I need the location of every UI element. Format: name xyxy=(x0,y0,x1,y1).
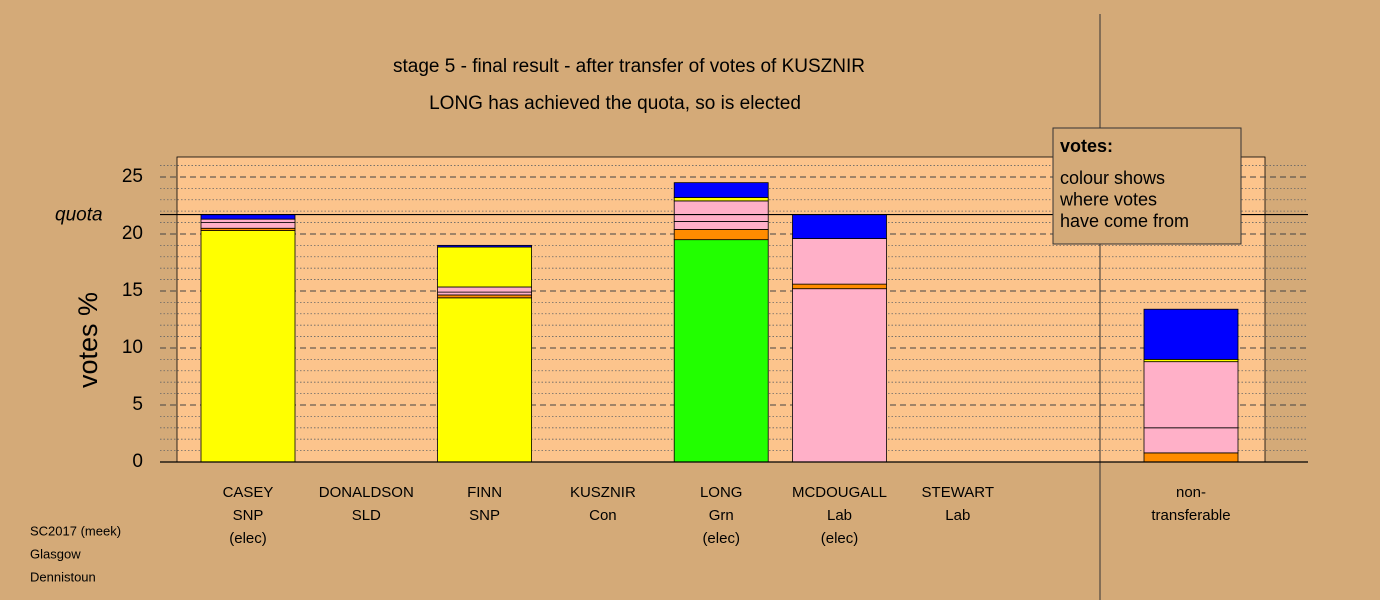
bar-segment xyxy=(1143,361,1239,429)
y-tick-label: 0 xyxy=(132,451,143,472)
bar-segment xyxy=(1143,308,1239,360)
bar-segment xyxy=(437,297,533,463)
bar-segment xyxy=(200,230,296,463)
x-tick-label: (elec) xyxy=(821,530,859,547)
bar-segment xyxy=(673,221,769,230)
legend-text: have come from xyxy=(1060,211,1189,231)
x-tick-label: FINN xyxy=(467,484,502,501)
bar-segment xyxy=(200,222,296,229)
bar-segment xyxy=(437,244,533,248)
x-tick-label: STEWART xyxy=(922,484,995,501)
legend-text: colour shows xyxy=(1060,168,1165,188)
y-tick-label: 15 xyxy=(122,280,143,301)
x-tick-label: CASEY xyxy=(223,484,274,501)
bar-segment xyxy=(673,239,769,463)
bar-segment xyxy=(200,214,296,220)
y-tick-label: 10 xyxy=(122,337,143,358)
bar-segment xyxy=(437,291,533,296)
y-axis-label: votes % xyxy=(73,292,103,388)
bar-segment xyxy=(673,182,769,198)
bar-segment xyxy=(792,288,887,463)
bar-segment xyxy=(792,238,887,285)
x-tick-label: SNP xyxy=(233,507,264,524)
legend-box xyxy=(1052,127,1242,245)
x-tick-label: KUSZNIR xyxy=(570,484,636,501)
x-tick-label: SNP xyxy=(469,507,500,524)
chart-subtitle: LONG has achieved the quota, so is elect… xyxy=(429,93,801,114)
legend-text: where votes xyxy=(1059,189,1157,209)
x-tick-label: SLD xyxy=(352,507,381,524)
x-tick-label: (elec) xyxy=(702,530,740,547)
x-tick-label: Grn xyxy=(709,507,734,524)
bar-segment xyxy=(673,197,769,202)
bar-segment xyxy=(437,294,533,299)
bar-segment xyxy=(437,286,533,293)
x-tick-label: Lab xyxy=(827,507,852,524)
bar-segment xyxy=(673,200,769,222)
bar-segment xyxy=(200,218,296,223)
bar-segment xyxy=(792,283,887,290)
chart-title: stage 5 - final result - after transfer … xyxy=(393,56,865,77)
bar-segment xyxy=(437,246,533,288)
x-tick-label: Lab xyxy=(945,507,970,524)
x-tick-label: (elec) xyxy=(229,530,267,547)
x-tick-label: MCDOUGALL xyxy=(792,484,887,501)
footer-text: Dennistoun xyxy=(30,569,96,584)
y-tick-label: 5 xyxy=(132,394,143,415)
quota-label: quota xyxy=(55,205,103,226)
x-tick-label: DONALDSON xyxy=(319,484,414,501)
bar-segment xyxy=(792,214,887,239)
bar-segment xyxy=(1143,427,1239,454)
footer-text: SC2017 (meek) xyxy=(30,523,121,538)
footer-text: Glasgow xyxy=(30,546,81,561)
x-tick-label: non- xyxy=(1176,484,1206,501)
bar-segment xyxy=(673,229,769,241)
y-tick-label: 20 xyxy=(122,223,143,244)
x-tick-label: transferable xyxy=(1151,507,1230,524)
y-tick-label: 25 xyxy=(122,166,143,187)
legend-title: votes: xyxy=(1060,136,1113,156)
bar-segment xyxy=(1143,452,1239,463)
x-tick-label: LONG xyxy=(700,484,743,501)
x-tick-label: Con xyxy=(589,507,617,524)
